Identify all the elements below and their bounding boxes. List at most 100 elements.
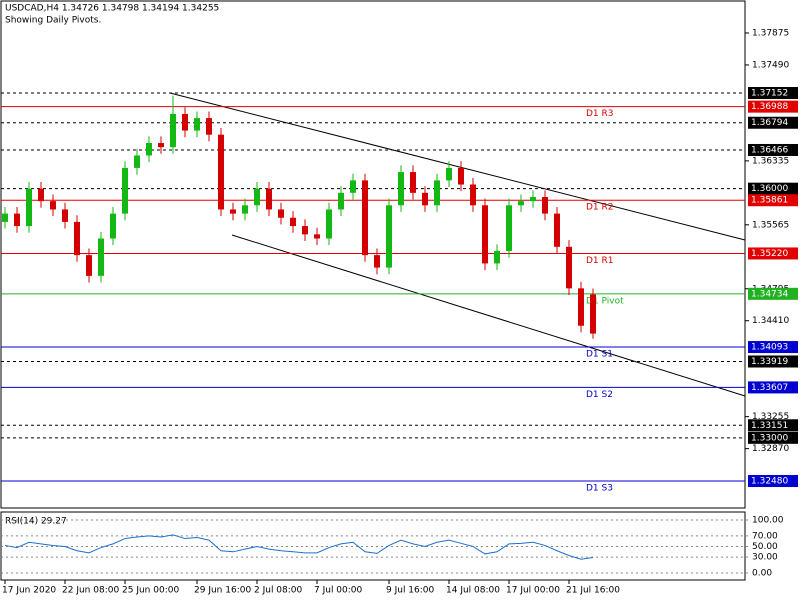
level-label-box — [748, 287, 798, 300]
level-label-box — [748, 475, 798, 488]
x-tick-label: 22 Jun 08:00 — [62, 586, 119, 596]
level-name: D1 R2 — [586, 203, 614, 213]
candle-body — [182, 113, 188, 131]
level-label: 1.33919 — [751, 357, 788, 367]
y-tick-label: 1.37490 — [752, 60, 789, 70]
x-tick-label: 14 Jul 08:00 — [446, 586, 500, 596]
rsi-tick-label: 100.00 — [752, 516, 784, 526]
candle-body — [350, 180, 356, 193]
candle-body — [566, 246, 572, 289]
candle-body — [482, 205, 488, 264]
candle-body — [422, 192, 428, 206]
candle-body — [242, 205, 248, 214]
candle-body — [98, 238, 104, 276]
level-label-box — [748, 116, 798, 129]
candle-body — [230, 209, 236, 214]
candle-body — [62, 209, 68, 222]
rsi-tick-label: 30.00 — [752, 553, 778, 563]
level-name: D1 Pivot — [586, 296, 624, 306]
candle-body — [290, 217, 296, 227]
level-label: 1.36466 — [751, 145, 788, 155]
level-label-box — [748, 355, 798, 368]
candle-body — [110, 213, 116, 239]
candle-body — [194, 118, 200, 131]
rsi-tick-label: 50.00 — [752, 542, 778, 552]
candle-body — [410, 172, 416, 193]
candle-body — [446, 167, 452, 181]
candle-body — [218, 134, 224, 210]
x-tick-label: 25 Jun 00:00 — [122, 586, 179, 596]
level-label: 1.36794 — [751, 118, 788, 128]
rsi-line — [4, 534, 594, 560]
x-tick-label: 21 Jul 16:00 — [566, 586, 620, 596]
level-name: D1 S3 — [586, 484, 613, 494]
candle-body — [494, 250, 500, 264]
candle-body — [254, 188, 260, 206]
y-tick-label: 1.33255 — [752, 412, 789, 422]
level-label-box — [748, 182, 798, 195]
rsi-panel — [0, 511, 746, 581]
candle-body — [578, 288, 584, 326]
candle-body — [26, 188, 32, 227]
x-tick-label: 2 Jul 08:00 — [254, 586, 303, 596]
x-tick-label: 9 Jul 16:00 — [386, 586, 435, 596]
rsi-title: RSI(14) 29.27 — [5, 517, 67, 527]
y-tick-label: 1.36335 — [752, 156, 789, 166]
rsi-tick-label: 70.00 — [752, 531, 778, 541]
candle-body — [170, 113, 176, 148]
candle-body — [86, 255, 92, 276]
candle-body — [362, 180, 368, 256]
chart-title: USDCAD,H4 1.34726 1.34798 1.34194 1.3425… — [5, 4, 219, 14]
x-tick-label: 17 Jul 00:00 — [506, 586, 560, 596]
chart-subtitle: Showing Daily Pivots. — [5, 16, 101, 26]
candle-body — [470, 184, 476, 206]
level-label-box — [748, 431, 798, 444]
level-label: 1.34093 — [751, 343, 788, 353]
level-name: D1 R1 — [586, 256, 614, 266]
level-label: 1.34734 — [751, 289, 788, 299]
level-label: 1.33000 — [751, 433, 788, 443]
candle-body — [14, 213, 20, 227]
candle-body — [38, 188, 44, 202]
level-label: 1.35220 — [751, 249, 788, 259]
candle-body — [326, 209, 332, 239]
level-label: 1.33151 — [751, 421, 788, 431]
level-name: D1 S1 — [586, 350, 613, 360]
candle-body — [158, 143, 164, 148]
candle-body — [434, 180, 440, 206]
candle-body — [302, 226, 308, 235]
candle-body — [590, 294, 596, 334]
candle-body — [74, 221, 80, 256]
candle-body — [398, 172, 404, 206]
level-label: 1.36988 — [751, 102, 788, 112]
x-tick-label: 29 Jun 16:00 — [194, 586, 251, 596]
candle-body — [338, 192, 344, 210]
candle-body — [554, 213, 560, 247]
x-tick-label: 17 Jun 2020 — [2, 586, 56, 596]
channel-upper — [169, 92, 746, 241]
level-label: 1.33607 — [751, 383, 788, 393]
candle-body — [374, 255, 380, 268]
candle-body — [122, 167, 128, 214]
candle-body — [2, 213, 8, 222]
candle-body — [458, 167, 464, 185]
y-tick-label: 1.32870 — [752, 444, 789, 454]
level-label-box — [748, 381, 798, 394]
level-label-box — [748, 143, 798, 156]
level-label: 1.32480 — [751, 477, 788, 487]
candle-body — [266, 188, 272, 210]
y-tick-label: 1.35565 — [752, 220, 789, 230]
candle-body — [314, 234, 320, 239]
candle-body — [206, 118, 212, 135]
candle-body — [278, 209, 284, 218]
price-panel — [0, 0, 746, 509]
candle-body — [518, 201, 524, 206]
candle-body — [50, 201, 56, 210]
x-tick-label: 7 Jul 00:00 — [314, 586, 363, 596]
level-label-box — [748, 87, 798, 100]
level-name: D1 S2 — [586, 390, 613, 400]
level-label-box — [748, 247, 798, 260]
candle-body — [542, 196, 548, 214]
